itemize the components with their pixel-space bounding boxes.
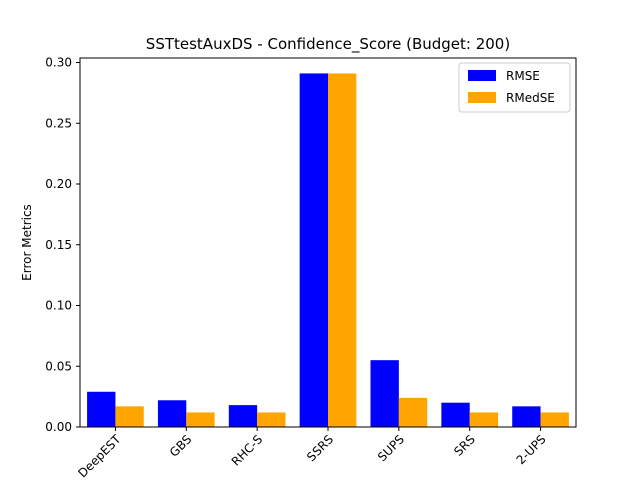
bars-group xyxy=(87,73,569,427)
bar-rmse-gbs xyxy=(157,400,187,427)
bar-rmedse-srs xyxy=(469,412,499,427)
bar-rmse-srs xyxy=(441,402,470,427)
x-tick-label: 2-UPS xyxy=(514,432,549,467)
bar-rmse-deepest xyxy=(87,391,116,427)
bar-rmedse-sups xyxy=(398,397,428,427)
legend: RMSE RMedSE xyxy=(458,62,571,113)
x-tick-label: DeepEST xyxy=(75,432,124,480)
bar-rmse-ssrs xyxy=(299,73,328,427)
x-tick-label: GBS xyxy=(167,432,195,460)
bar-rmedse-rhc-s xyxy=(257,412,286,427)
legend-swatch-rmse xyxy=(468,70,496,81)
y-tick-label: 0.10 xyxy=(45,299,72,313)
bar-rmse-sups xyxy=(370,360,399,427)
bar-rmedse-gbs xyxy=(186,412,215,427)
bar-rmse-rhc-s xyxy=(228,405,258,427)
chart-title: SSTtestAuxDS - Confidence_Score (Budget:… xyxy=(146,35,510,54)
y-tick-label: 0.15 xyxy=(45,238,72,252)
legend-swatch-rmedse xyxy=(468,92,496,103)
y-tick-label: 0.25 xyxy=(45,116,72,130)
y-axis-label: Error Metrics xyxy=(20,204,34,281)
y-tick-label: 0.05 xyxy=(45,359,72,373)
x-tick-label: SUPS xyxy=(375,432,407,464)
x-tick-label: SSRS xyxy=(304,432,336,464)
y-tick-label: 0.20 xyxy=(45,177,72,191)
bar-rmedse-deepest xyxy=(115,406,144,427)
y-tick-label: 0.00 xyxy=(45,420,72,434)
legend-label-rmse: RMSE xyxy=(506,69,540,83)
x-tick-label: RHC-S xyxy=(229,432,266,469)
bar-rmedse-ssrs xyxy=(328,73,357,427)
bar-rmedse-2-ups xyxy=(540,412,569,427)
legend-label-rmedse: RMedSE xyxy=(506,91,555,105)
bar-rmse-2-ups xyxy=(512,406,541,427)
y-tick-label: 0.30 xyxy=(45,56,72,70)
x-tick-label: SRS xyxy=(451,432,478,459)
